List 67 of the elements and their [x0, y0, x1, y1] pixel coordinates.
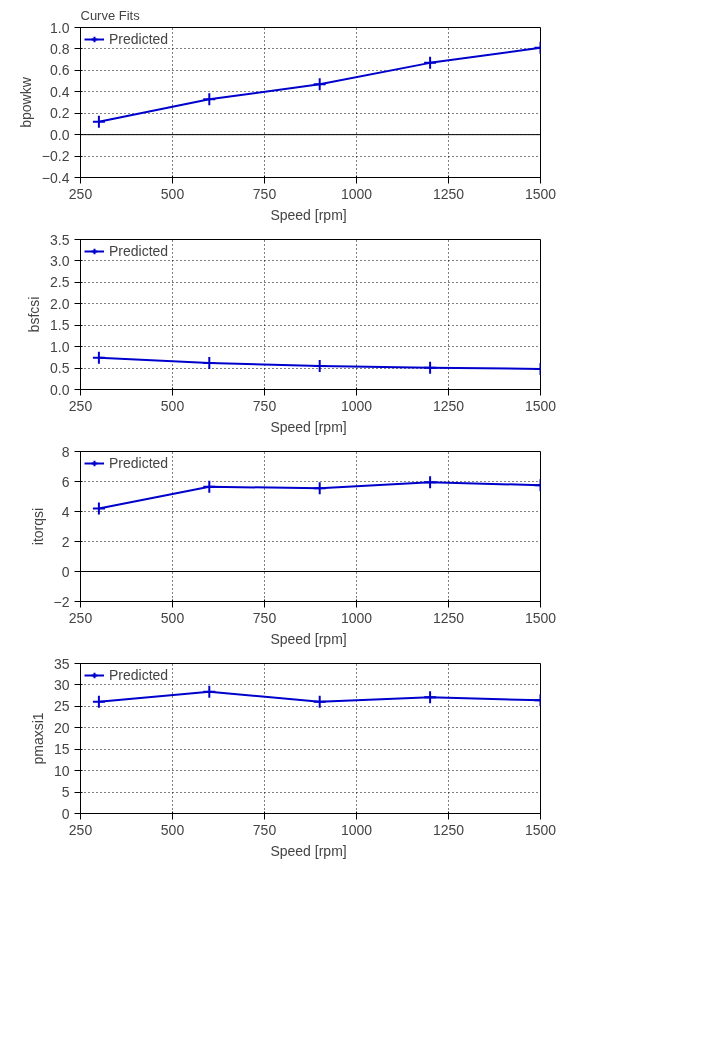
y-tick-label: −2	[53, 593, 70, 610]
x-tick-label: 500	[160, 609, 185, 626]
y-tick-label: 30	[53, 676, 70, 693]
y-tick-label: 25	[53, 698, 70, 715]
x-tick-label: 1250	[432, 185, 465, 202]
x-tick-label: 500	[160, 397, 185, 414]
x-tick-label: 750	[252, 185, 277, 202]
x-tick-label: 1500	[524, 185, 557, 202]
x-tick-label: 1000	[340, 185, 373, 202]
x-axis-title: Speed [rpm]	[270, 418, 347, 435]
x-tick-label: 250	[68, 185, 93, 202]
chart-title: Curve Fits	[80, 7, 141, 23]
y-tick-label: 10	[53, 762, 70, 779]
y-tick-label: 0	[61, 805, 70, 822]
x-tick-label: 500	[160, 821, 185, 838]
y-tick-label: 5	[61, 784, 70, 801]
y-tick-label: −0.2	[41, 148, 70, 165]
y-tick-label: 1.0	[50, 338, 70, 355]
y-tick-label: −0.4	[41, 169, 70, 186]
y-tick-label: 1.0	[50, 19, 70, 36]
x-tick-label: 1000	[340, 821, 373, 838]
y-tick-label: 0.8	[50, 40, 70, 57]
y-tick-label: 20	[53, 719, 70, 736]
x-tick-label: 250	[68, 821, 93, 838]
y-tick-label: 0	[61, 563, 70, 580]
y-tick-label: 0.4	[50, 83, 70, 100]
y-tick-label: 0.6	[50, 62, 70, 79]
x-tick-label: 1500	[524, 821, 557, 838]
x-axis-title: Speed [rpm]	[270, 630, 347, 647]
x-tick-label: 1250	[432, 397, 465, 414]
legend-label: Predicted	[109, 31, 169, 47]
x-axis-title: Speed [rpm]	[270, 842, 347, 859]
y-axis-title: itorqsi	[29, 507, 46, 546]
y-tick-label: 35	[53, 655, 70, 672]
y-tick-label: 2	[61, 533, 70, 550]
y-tick-label: 2.0	[50, 295, 70, 312]
y-tick-label: 3.5	[50, 231, 70, 248]
x-tick-label: 250	[68, 397, 93, 414]
y-tick-label: 6	[61, 473, 70, 490]
legend-label: Predicted	[109, 455, 169, 471]
y-tick-label: 4	[61, 503, 70, 520]
x-tick-label: 1500	[524, 397, 557, 414]
legend-label: Predicted	[109, 667, 169, 683]
x-tick-label: 500	[160, 185, 185, 202]
y-tick-label: 15	[53, 741, 70, 758]
x-tick-label: 750	[252, 397, 277, 414]
x-tick-label: 1250	[432, 821, 465, 838]
x-tick-label: 1250	[432, 609, 465, 626]
y-axis-title: pmaxsi1	[29, 712, 46, 765]
y-tick-label: 0.0	[50, 126, 70, 143]
y-tick-label: 1.5	[50, 317, 70, 334]
x-tick-label: 1500	[524, 609, 557, 626]
y-tick-label: 3.0	[50, 252, 70, 269]
x-tick-label: 1000	[340, 397, 373, 414]
y-axis-title: bpowkw	[17, 76, 34, 128]
x-tick-label: 1000	[340, 609, 373, 626]
y-axis-title: bsfcsi	[26, 296, 43, 333]
y-tick-label: 0.0	[50, 381, 70, 398]
x-axis-title: Speed [rpm]	[270, 206, 347, 223]
y-tick-label: 2.5	[50, 274, 70, 291]
y-tick-label: 0.5	[50, 360, 70, 377]
y-tick-label: 8	[61, 443, 70, 460]
x-tick-label: 250	[68, 609, 93, 626]
x-tick-label: 750	[252, 821, 277, 838]
x-tick-label: 750	[252, 609, 277, 626]
legend-label: Predicted	[109, 243, 169, 259]
y-tick-label: 0.2	[50, 105, 70, 122]
